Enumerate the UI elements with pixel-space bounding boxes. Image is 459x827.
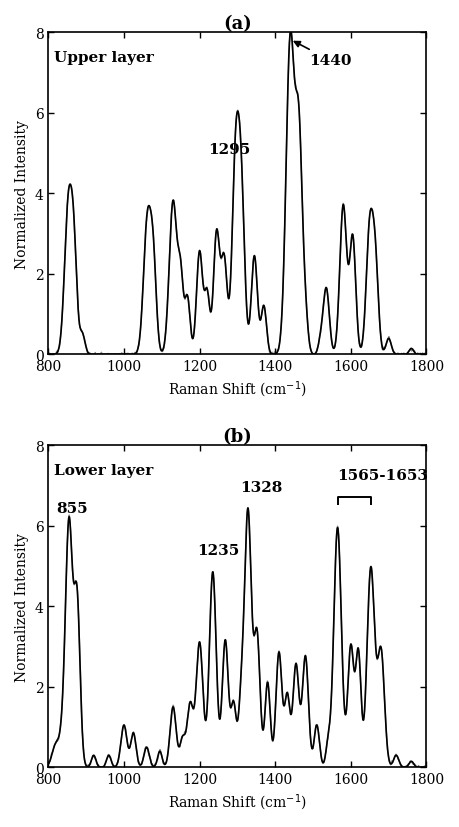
Y-axis label: Normalized Intensity: Normalized Intensity [15, 532, 29, 681]
X-axis label: Raman Shift (cm$^{-1}$): Raman Shift (cm$^{-1}$) [168, 380, 307, 399]
Text: 1440: 1440 [294, 42, 352, 69]
Title: (b): (b) [223, 428, 252, 446]
Y-axis label: Normalized Intensity: Normalized Intensity [15, 120, 29, 269]
Text: 1328: 1328 [241, 480, 283, 495]
Title: (a): (a) [223, 15, 252, 33]
Text: Upper layer: Upper layer [54, 51, 154, 65]
Text: 1235: 1235 [198, 543, 240, 557]
Text: Lower layer: Lower layer [54, 464, 153, 478]
Text: 1295: 1295 [208, 143, 250, 157]
X-axis label: Raman Shift (cm$^{-1}$): Raman Shift (cm$^{-1}$) [168, 791, 307, 812]
Text: 855: 855 [56, 501, 88, 515]
Text: 1565-1653: 1565-1653 [337, 469, 429, 483]
